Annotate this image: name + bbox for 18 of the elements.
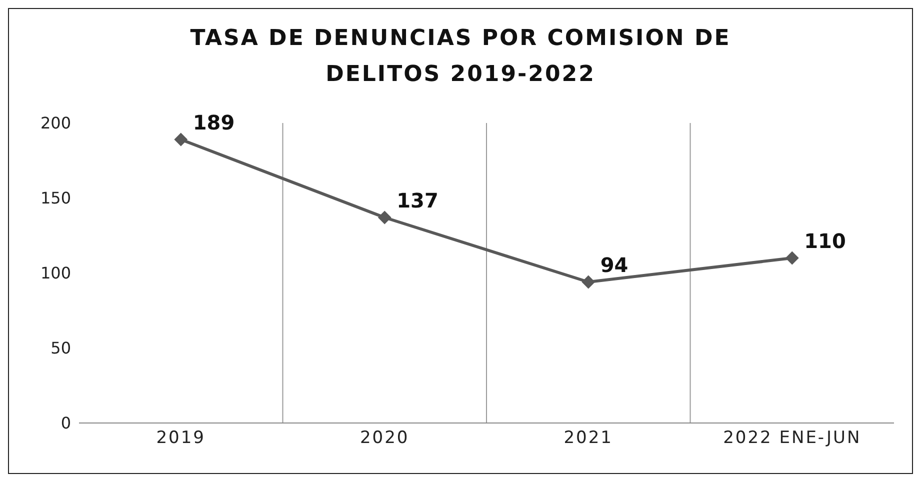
y-tick-label: 150	[40, 188, 71, 208]
data-label: 110	[804, 229, 846, 253]
x-tick-label: 2019	[156, 428, 206, 448]
point	[378, 211, 392, 224]
x-tick-label: 2020	[360, 428, 410, 448]
x-tick-label: 2021	[564, 428, 614, 448]
y-tick-label: 100	[40, 264, 71, 283]
data-label: 189	[192, 110, 235, 134]
point	[786, 252, 799, 264]
y-tick-label: 50	[50, 338, 71, 358]
point	[582, 276, 595, 288]
y-tick-label: 0	[60, 414, 71, 433]
point	[174, 133, 188, 146]
data-label: 137	[396, 188, 438, 212]
x-tick-label: 2022 ENE-JUN	[723, 428, 862, 448]
data-label: 94	[600, 253, 628, 277]
chart-title: TASA DE DENUNCIAS POR COMISION DE DELITOS 2019-2022	[189, 25, 732, 89]
y-tick-label: 200	[40, 114, 71, 133]
